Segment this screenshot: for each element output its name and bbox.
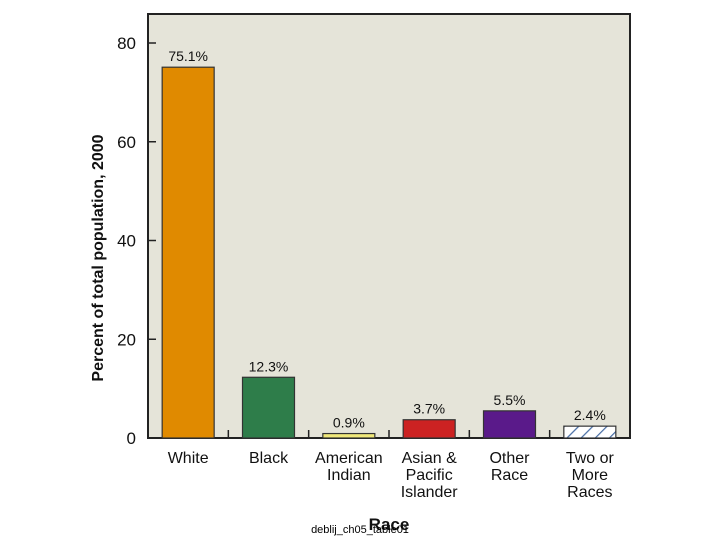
y-tick-label: 80 xyxy=(117,34,136,53)
y-tick-label: 40 xyxy=(117,232,136,251)
x-tick-label: White xyxy=(168,450,209,467)
y-tick-label: 20 xyxy=(117,330,136,349)
labels: 75.1% White 12.3% Black 0.9% American Indian 3.… xyxy=(168,48,615,501)
data-label: 0.9% xyxy=(333,415,365,431)
data-label: 2.4% xyxy=(574,407,606,423)
plot-area xyxy=(147,13,631,439)
data-label: 12.3% xyxy=(249,358,289,374)
bars xyxy=(161,66,617,439)
axes: 0 20 40 60 80 xyxy=(117,34,630,448)
x-tick-label: American Indian xyxy=(315,450,383,484)
x-tick-label: Asian & Pacific Islander xyxy=(401,450,459,501)
bar xyxy=(322,432,376,439)
y-tick-label: 60 xyxy=(117,133,136,152)
data-label: 75.1% xyxy=(168,48,208,64)
bar xyxy=(563,425,617,439)
x-tick-label: Two or More Races xyxy=(566,450,615,501)
bar xyxy=(402,419,456,439)
bar xyxy=(241,376,296,439)
x-tick-label: Other Race xyxy=(489,450,530,484)
slide-caption: deblij_ch05_table01 xyxy=(311,524,409,536)
data-label: 5.5% xyxy=(494,392,526,408)
x-axis-label: Race xyxy=(369,515,410,534)
bar xyxy=(482,410,537,439)
y-axis-label: Percent of total population, 2000 xyxy=(90,134,107,381)
x-tick-label: Black xyxy=(249,450,289,467)
data-label: 3.7% xyxy=(413,401,445,417)
y-tick-label: 0 xyxy=(127,429,136,448)
bar xyxy=(161,66,215,439)
